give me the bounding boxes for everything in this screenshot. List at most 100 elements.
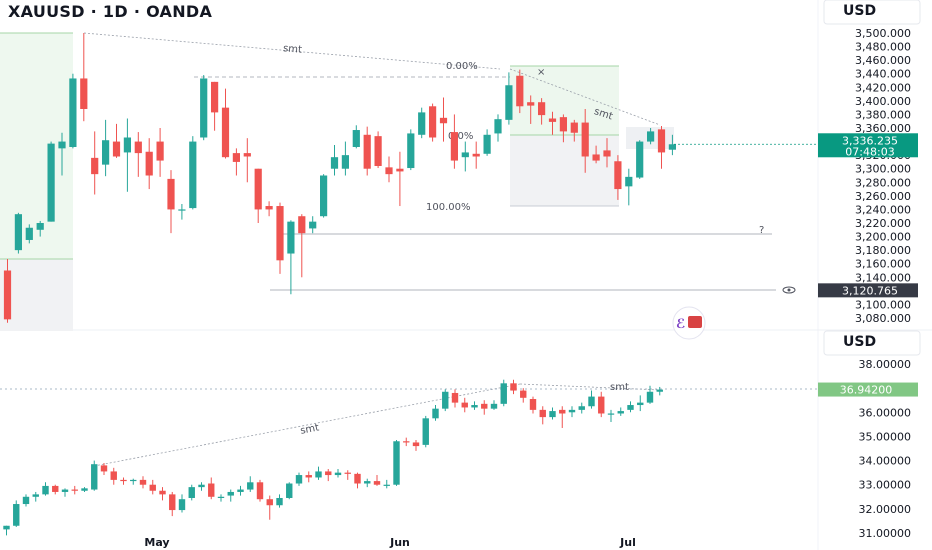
bottom-price-tick: 35.00000	[859, 430, 912, 443]
eye-icon	[782, 286, 796, 294]
bottom-candle	[627, 405, 634, 410]
bottom-candle	[344, 472, 351, 474]
bottom-candle	[295, 475, 303, 484]
bottom-candle	[13, 504, 20, 526]
top-price-tick: 3,420.000	[855, 81, 911, 94]
fib-100-label: 100.00%	[426, 202, 471, 213]
bottom-candle	[539, 409, 546, 418]
top-price-tick: 3,500.000	[855, 27, 911, 40]
bottom-candle	[159, 490, 166, 495]
bottom-candle	[617, 411, 624, 414]
top-candle	[189, 141, 197, 209]
top-candle	[178, 209, 186, 211]
top-candle	[461, 152, 469, 158]
bottom-candle	[286, 483, 293, 498]
top-price-tick: 3,180.000	[855, 244, 911, 257]
top-price-tick: 3,160.000	[855, 258, 911, 271]
bottom-candle	[364, 481, 371, 484]
bottom-candle	[500, 383, 507, 404]
top-candle	[156, 141, 164, 161]
top-candle	[647, 131, 655, 142]
top-candle	[58, 141, 66, 149]
top-candle	[47, 143, 55, 222]
bottom-candle	[42, 485, 49, 495]
top-candle	[221, 107, 230, 158]
top-candle	[407, 133, 415, 169]
top-candle	[167, 178, 175, 210]
bottom-candle	[656, 389, 663, 392]
bottom-candle	[490, 403, 498, 409]
smt-label-bottom-2: smt	[610, 382, 629, 393]
top-candle	[636, 141, 644, 178]
top-price-tick: 3,260.000	[855, 190, 911, 203]
bottom-candle	[208, 483, 215, 497]
bottom-candle	[32, 494, 39, 497]
bottom-candle	[130, 479, 137, 482]
eye-pupil	[787, 288, 791, 292]
bottom-price-tick: 33.00000	[859, 479, 912, 492]
top-price-tick: 3,380.000	[855, 108, 911, 121]
bottom-candle	[315, 471, 322, 478]
bottom-candle	[52, 485, 59, 492]
current-price-value: 3,336.235	[842, 134, 898, 147]
bottom-candle	[237, 489, 244, 492]
top-candle	[570, 122, 578, 133]
fib-0-label: 0.00%	[446, 61, 478, 72]
top-price-tick: 3,080.000	[855, 312, 911, 325]
top-candle	[559, 117, 567, 132]
bottom-candle	[607, 413, 615, 415]
bottom-candle	[227, 491, 234, 496]
smt-line-top-1	[83, 32, 501, 70]
bottom-candle	[578, 406, 585, 410]
top-candle	[668, 144, 676, 150]
bottom-candle	[471, 405, 478, 408]
top-candle	[472, 153, 480, 157]
top-candle	[592, 154, 600, 161]
top-candle	[374, 136, 382, 166]
smt-label-top-1: smt	[283, 43, 303, 56]
cross-marker: ×	[537, 67, 545, 78]
watermark-logo-mark: ℰ	[676, 317, 685, 332]
fib-50-label: 0.0%	[448, 131, 473, 142]
bottom-candle	[588, 396, 595, 407]
top-price-tick: 3,280.000	[855, 176, 911, 189]
bottom-candle	[646, 391, 654, 403]
bottom-candle	[120, 479, 127, 482]
top-candle	[25, 227, 33, 240]
bottom-candle	[637, 402, 644, 406]
time-axis-label: Jun	[389, 536, 410, 549]
bottom-candle	[22, 496, 30, 505]
top-price-tick: 3,360.000	[855, 122, 911, 135]
bottom-candle	[383, 484, 390, 486]
top-candle	[396, 168, 404, 172]
top-candle	[254, 168, 262, 210]
bottom-candle	[432, 408, 439, 419]
bottom-candle	[266, 499, 273, 506]
chart-title: XAUUSD · 1D · OANDA	[8, 2, 213, 21]
bottom-candle	[529, 399, 537, 410]
top-price-tick: 3,200.000	[855, 231, 911, 244]
bottom-candle	[169, 494, 176, 511]
top-price-tick: 3,220.000	[855, 217, 911, 230]
bottom-candle	[149, 484, 156, 491]
bottom-candle	[549, 411, 556, 418]
bottom-candle	[139, 479, 147, 485]
bottom-candle	[461, 402, 468, 408]
bottom-current-price-tag	[818, 382, 918, 397]
top-candle	[483, 134, 491, 154]
bottom-candle	[178, 499, 186, 511]
top-candle	[309, 221, 317, 229]
bottom-candle	[3, 525, 10, 530]
bottom-candle	[217, 496, 225, 498]
bottom-candle	[373, 481, 381, 485]
top-currency-label: USD	[843, 3, 877, 19]
bottom-candle	[91, 464, 98, 490]
watermark-logo-block	[688, 316, 702, 328]
top-candle	[123, 137, 131, 153]
top-candle	[450, 132, 458, 161]
top-price-tick: 3,140.000	[855, 271, 911, 284]
bottom-candle	[559, 409, 566, 414]
bottom-candle	[247, 482, 254, 490]
bottom-candle	[393, 441, 400, 485]
